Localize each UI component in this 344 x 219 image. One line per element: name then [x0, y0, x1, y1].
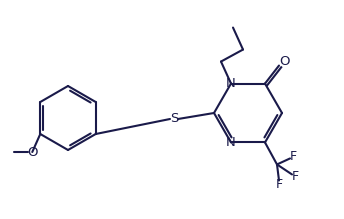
Text: F: F — [276, 178, 282, 191]
Text: N: N — [226, 136, 236, 149]
Text: F: F — [291, 170, 299, 183]
Text: O: O — [279, 55, 289, 68]
Text: S: S — [170, 113, 178, 125]
Text: N: N — [226, 77, 236, 90]
Text: O: O — [27, 145, 37, 159]
Text: F: F — [289, 150, 297, 163]
